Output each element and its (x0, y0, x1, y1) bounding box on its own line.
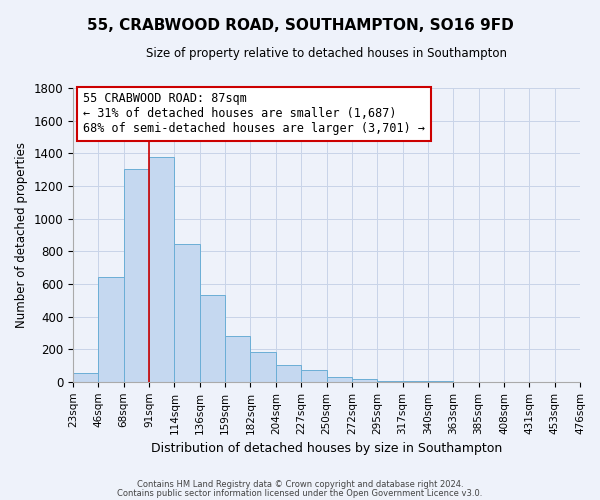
Text: Contains public sector information licensed under the Open Government Licence v3: Contains public sector information licen… (118, 488, 482, 498)
Bar (98, 276, 124, 382)
Y-axis label: Number of detached properties: Number of detached properties (15, 142, 28, 328)
Text: Contains HM Land Registry data © Crown copyright and database right 2024.: Contains HM Land Registry data © Crown c… (137, 480, 463, 489)
Bar (326, 377, 352, 382)
Bar (301, 370, 326, 382)
Bar (352, 380, 377, 382)
Bar (250, 352, 276, 382)
Bar (149, 158, 175, 382)
Text: 55 CRABWOOD ROAD: 87sqm
← 31% of detached houses are smaller (1,687)
68% of semi: 55 CRABWOOD ROAD: 87sqm ← 31% of detache… (83, 92, 425, 136)
Bar (276, 364, 301, 382)
Title: Size of property relative to detached houses in Southampton: Size of property relative to detached ho… (146, 48, 507, 60)
Bar (73, 373, 98, 382)
Bar (175, 244, 200, 382)
Bar (225, 336, 250, 382)
Text: 55, CRABWOOD ROAD, SOUTHAMPTON, SO16 9FD: 55, CRABWOOD ROAD, SOUTHAMPTON, SO16 9FD (86, 18, 514, 32)
Bar (200, 296, 225, 382)
Bar (124, 169, 149, 382)
Bar (377, 380, 403, 382)
X-axis label: Distribution of detached houses by size in Southampton: Distribution of detached houses by size … (151, 442, 502, 455)
